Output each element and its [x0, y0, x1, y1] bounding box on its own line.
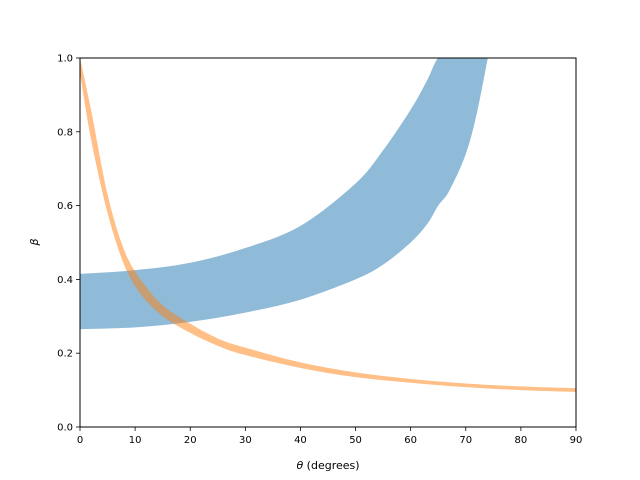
- y-axis: 0.0 0.2 0.4 0.6 0.8 1.0: [57, 54, 80, 434]
- y-tick-label: 0.6: [57, 201, 73, 212]
- x-tick-label: 90: [570, 435, 583, 446]
- x-tick-label: 10: [129, 435, 142, 446]
- y-tick-label: 0.2: [57, 349, 73, 360]
- x-tick-label: 0: [77, 435, 83, 446]
- x-tick-label: 70: [459, 435, 472, 446]
- y-tick-label: 0.0: [57, 423, 73, 434]
- y-axis-label: β: [28, 238, 41, 246]
- x-axis: 0 10 20 30 40 50 60 70 80 90: [77, 427, 583, 446]
- x-axis-label: θ (degrees): [296, 459, 359, 472]
- x-axis-label-symbol: θ: [296, 459, 303, 472]
- plot-frame: [79, 57, 577, 428]
- x-tick-label: 20: [184, 435, 197, 446]
- x-tick-label: 40: [294, 435, 307, 446]
- y-tick-label: 1.0: [57, 54, 73, 65]
- x-tick-label: 60: [404, 435, 417, 446]
- x-tick-label: 30: [239, 435, 252, 446]
- y-tick-label: 0.4: [57, 275, 73, 286]
- band-series-1: [80, 58, 488, 330]
- x-tick-label: 50: [349, 435, 362, 446]
- x-tick-label: 80: [515, 435, 528, 446]
- bands-layer: [80, 58, 576, 392]
- x-axis-label-suffix: (degrees): [303, 459, 359, 472]
- y-tick-label: 0.8: [57, 127, 73, 138]
